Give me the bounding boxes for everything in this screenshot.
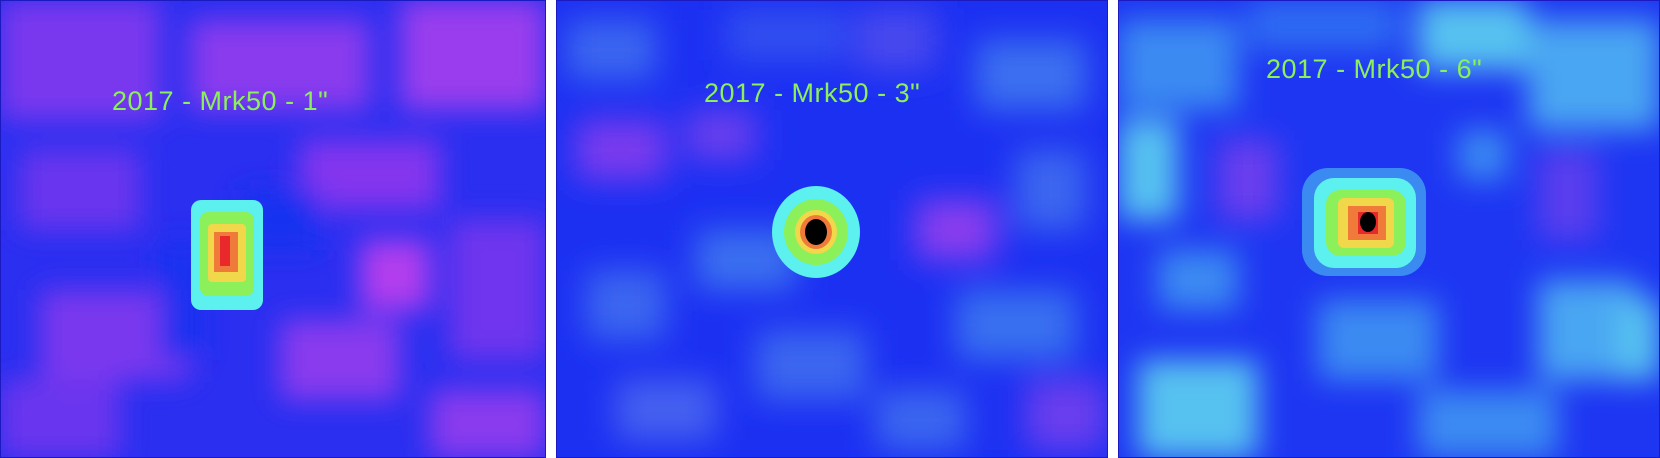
image-panel-1: 2017 - Mrk50 - 1" bbox=[0, 0, 546, 458]
intensity-map-2 bbox=[556, 0, 1108, 458]
source-core-1 bbox=[191, 200, 263, 310]
panel-label-3: 2017 - Mrk50 - 6" bbox=[1266, 54, 1483, 84]
image-panel-2: 2017 - Mrk50 - 3" bbox=[556, 0, 1108, 458]
panel-label-1: 2017 - Mrk50 - 1" bbox=[112, 86, 329, 116]
source-core-3 bbox=[1302, 168, 1426, 276]
intensity-map-1 bbox=[0, 0, 546, 458]
image-panel-3: 2017 - Mrk50 - 6" bbox=[1118, 0, 1660, 458]
intensity-map-3 bbox=[1118, 0, 1660, 458]
source-core-2 bbox=[772, 186, 860, 278]
panel-label-2: 2017 - Mrk50 - 3" bbox=[704, 78, 921, 108]
